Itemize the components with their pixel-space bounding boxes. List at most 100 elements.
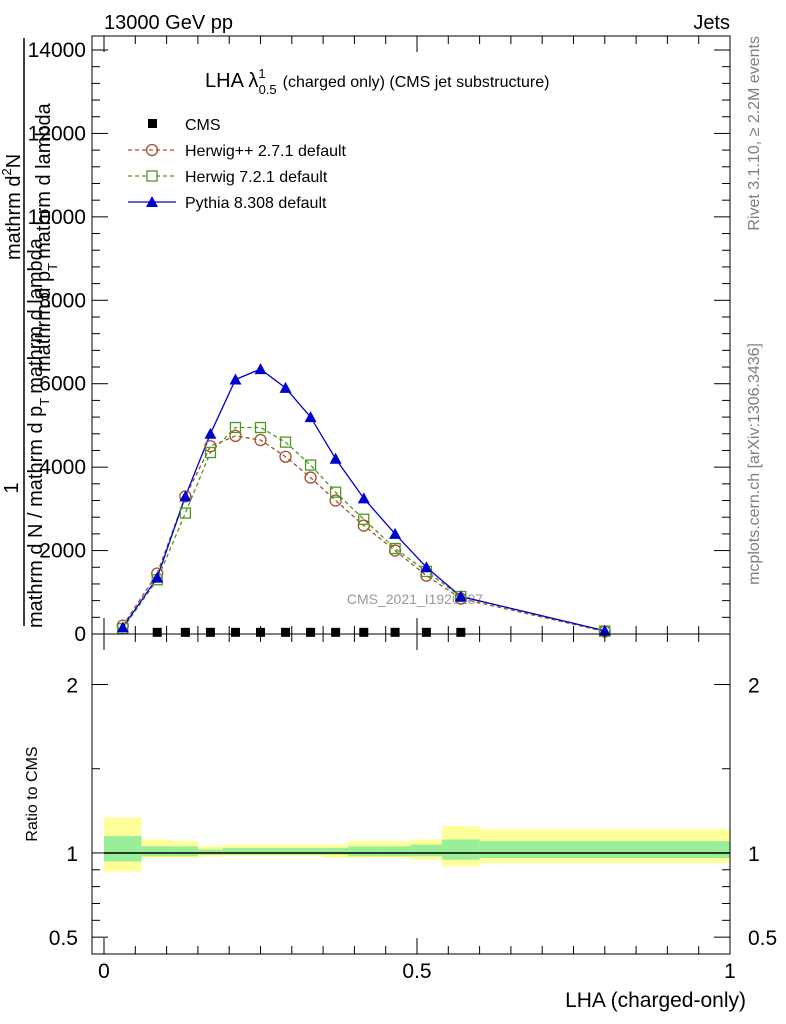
data-point-cms bbox=[256, 627, 265, 637]
main-ytick-label: 0 bbox=[74, 623, 86, 646]
ratio-band-green bbox=[323, 847, 349, 855]
ylabel-denominator-2: mathrm d pTmathrm d lambda bbox=[33, 102, 60, 372]
data-point-herwig7 bbox=[358, 513, 370, 525]
main-ytick-label: 2000 bbox=[39, 540, 86, 563]
data-point-pythia bbox=[329, 452, 342, 464]
main-y-axis-label: 1 mathrm d N / mathrm d pTmathrm d lambd… bbox=[0, 38, 60, 628]
ratio-band-green bbox=[141, 846, 173, 857]
data-point-pythia bbox=[204, 427, 217, 439]
ratio-ytick-label-left: 2 bbox=[66, 675, 78, 698]
data-point-herwig7 bbox=[179, 507, 192, 519]
analysis-watermark: CMS_2021_I1920187 bbox=[347, 591, 483, 607]
data-point-pythia bbox=[389, 527, 402, 539]
data-point-herwig7 bbox=[329, 486, 342, 498]
data-point-herwig7 bbox=[229, 421, 242, 434]
data-point-cms bbox=[306, 627, 316, 637]
data-point-herwigpp bbox=[329, 494, 342, 507]
data-point-pythia bbox=[304, 411, 317, 423]
main-plot-title: LHA λ1 0.5 (charged only) (CMS jet substru… bbox=[205, 66, 549, 97]
main-series-layer bbox=[116, 363, 611, 638]
data-point-herwigpp bbox=[204, 440, 217, 453]
ratio-band-green bbox=[197, 849, 223, 855]
data-point-pythia bbox=[229, 373, 242, 385]
ratio-band-green bbox=[172, 846, 198, 857]
legend-label-herwig7: Herwig 7.2.1 default bbox=[185, 169, 328, 186]
mcplots-label: mcplots.cern.ch [arXiv:1306.3436] bbox=[746, 343, 763, 585]
legend-marker-herwigpp bbox=[145, 143, 159, 157]
ratio-plot-frame bbox=[91, 633, 731, 955]
rivet-label: Rivet 3.1.10, ≥ 2.2M events bbox=[746, 36, 763, 231]
data-point-pythia bbox=[357, 492, 370, 504]
header-category: Jets bbox=[693, 12, 730, 34]
main-ytick-label: 8000 bbox=[39, 289, 86, 312]
legend-entry-herwig7: Herwig 7.2.1 default bbox=[128, 169, 328, 186]
legend-entry-cms: CMS bbox=[148, 117, 221, 134]
data-point-cms bbox=[390, 627, 400, 637]
data-point-herwig7 bbox=[389, 542, 401, 555]
data-point-pythia bbox=[116, 621, 129, 633]
main-ytick-label: 4000 bbox=[39, 456, 86, 479]
main-ytick-label: 10000 bbox=[28, 206, 86, 229]
ratio-ytick-label-left: 1 bbox=[66, 843, 78, 866]
main-ytick-label: 14000 bbox=[28, 39, 86, 62]
data-point-pythia bbox=[279, 381, 292, 393]
ratio-band-green bbox=[222, 847, 248, 855]
legend-entry-herwigpp: Herwig++ 2.7.1 default bbox=[128, 143, 347, 160]
data-point-pythia bbox=[420, 561, 433, 573]
data-point-herwig7 bbox=[304, 459, 317, 471]
data-point-herwigpp bbox=[357, 519, 370, 532]
ylabel-denominator-1: mathrm d N / mathrm d pTmathrm d lambda bbox=[25, 237, 52, 628]
legend-label-herwigpp: Herwig++ 2.7.1 default bbox=[185, 143, 347, 160]
header-process: 13000 GeV pp bbox=[104, 12, 233, 34]
legend-entry-pythia: Pythia 8.308 default bbox=[128, 195, 327, 212]
ratio-ytick-label-right: 2 bbox=[748, 675, 760, 698]
data-point-cms bbox=[456, 627, 466, 637]
data-point-cms bbox=[281, 627, 291, 637]
data-point-cms bbox=[180, 627, 190, 637]
ratio-xtick-label: 0 bbox=[98, 960, 110, 983]
data-point-cms bbox=[152, 627, 162, 637]
data-point-herwigpp bbox=[279, 450, 292, 463]
ratio-ytick-label-left: 0.5 bbox=[49, 927, 78, 950]
data-point-herwigpp bbox=[254, 433, 267, 447]
ratio-uncertainty-bands bbox=[104, 817, 730, 872]
data-point-cms bbox=[359, 627, 369, 637]
ratio-band-green bbox=[298, 847, 324, 855]
data-point-cms bbox=[230, 627, 240, 637]
main-axis-ticks: 0 2000 4000 6000 8000 10000 12000 14000 bbox=[28, 36, 731, 646]
ratio-band-green bbox=[247, 847, 274, 855]
ratio-ytick-label-right: 1 bbox=[748, 843, 760, 866]
legend-marker-pythia bbox=[146, 196, 158, 207]
ratio-band-green bbox=[104, 836, 142, 862]
data-point-cms bbox=[421, 627, 431, 637]
ratio-xtick-label: 0.5 bbox=[402, 960, 431, 983]
main-ytick-label: 12000 bbox=[28, 122, 86, 145]
data-point-herwigpp bbox=[229, 429, 242, 443]
ratio-band-green bbox=[379, 846, 411, 857]
series-line-pythia bbox=[122, 368, 605, 632]
ylabel-one: 1 bbox=[1, 482, 23, 493]
legend: CMS Herwig++ 2.7.1 default Herwig 7.2.1 … bbox=[128, 117, 347, 212]
series-line-herwigpp bbox=[122, 435, 605, 633]
legend-label-pythia: Pythia 8.308 default bbox=[185, 195, 327, 212]
data-point-pythia bbox=[254, 363, 267, 375]
main-ytick-label: 6000 bbox=[39, 373, 86, 396]
ratio-band-green bbox=[442, 839, 480, 860]
x-axis-label: LHA (charged-only) bbox=[565, 989, 746, 1012]
legend-marker-herwig7 bbox=[146, 170, 158, 182]
ratio-band-green bbox=[273, 847, 299, 855]
legend-label-cms: CMS bbox=[185, 117, 221, 134]
ratio-ytick-label-right: 0.5 bbox=[748, 927, 777, 950]
data-point-pythia bbox=[454, 590, 467, 602]
ratio-band-green bbox=[479, 841, 730, 858]
ratio-axis-ticks: 0.5 0.5 1 1 2 2 0 0.5 1 bbox=[49, 634, 777, 983]
data-point-cms bbox=[205, 627, 215, 637]
ratio-band-green bbox=[410, 844, 443, 857]
data-point-herwig7 bbox=[204, 446, 217, 459]
data-point-pythia bbox=[598, 624, 611, 636]
ylabel-numerator: mathrm d2N bbox=[0, 154, 25, 260]
data-point-pythia bbox=[179, 490, 192, 502]
ratio-xtick-label: 1 bbox=[724, 960, 736, 983]
data-point-pythia bbox=[151, 571, 164, 583]
